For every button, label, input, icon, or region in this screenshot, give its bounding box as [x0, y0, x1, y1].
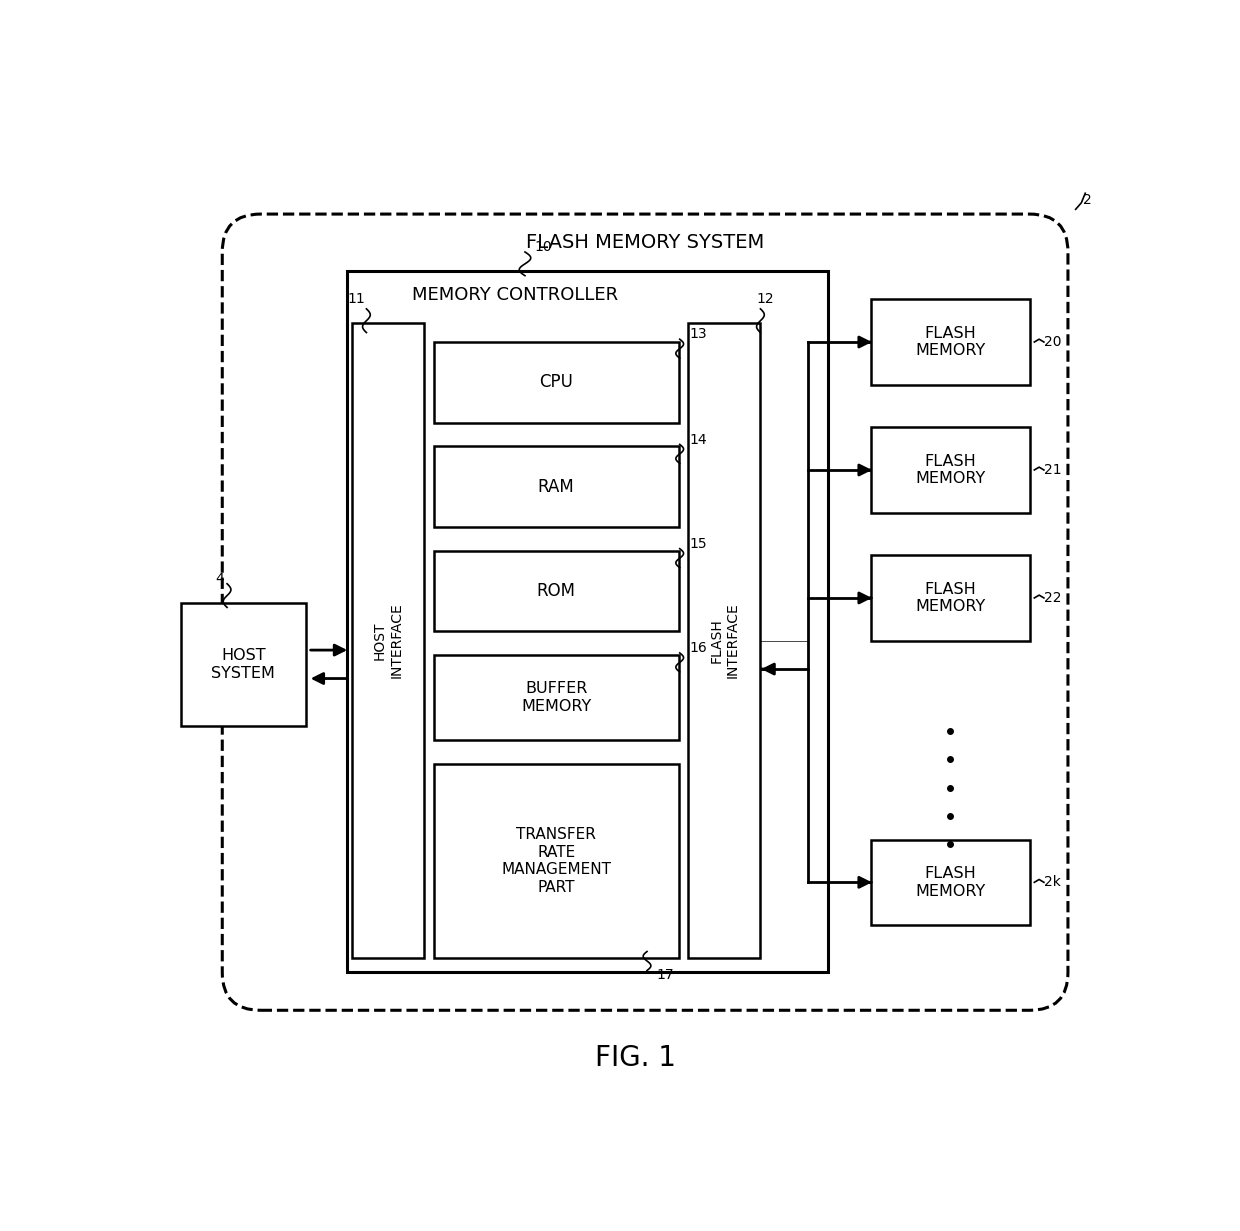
Text: RAM: RAM [538, 478, 574, 496]
Text: FLASH
MEMORY: FLASH MEMORY [915, 454, 986, 486]
Text: FLASH
MEMORY: FLASH MEMORY [915, 582, 986, 614]
Text: FIG. 1: FIG. 1 [595, 1044, 676, 1072]
Text: ROM: ROM [537, 582, 575, 599]
Text: 21: 21 [1044, 463, 1061, 476]
FancyBboxPatch shape [688, 323, 760, 958]
FancyBboxPatch shape [347, 271, 828, 972]
FancyBboxPatch shape [870, 299, 1029, 384]
FancyBboxPatch shape [434, 763, 678, 958]
Text: 17: 17 [657, 969, 675, 982]
Text: 13: 13 [689, 327, 707, 341]
Text: 15: 15 [689, 537, 707, 551]
Text: FLASH
INTERFACE: FLASH INTERFACE [709, 603, 739, 678]
Text: 2: 2 [1083, 193, 1091, 207]
Text: HOST
SYSTEM: HOST SYSTEM [212, 648, 275, 681]
Text: 14: 14 [689, 432, 707, 447]
FancyBboxPatch shape [222, 214, 1068, 1011]
Text: 4: 4 [215, 572, 223, 586]
FancyBboxPatch shape [870, 427, 1029, 512]
Text: FLASH MEMORY SYSTEM: FLASH MEMORY SYSTEM [526, 233, 764, 252]
Text: 16: 16 [689, 641, 707, 655]
Text: FLASH
MEMORY: FLASH MEMORY [915, 867, 986, 899]
FancyBboxPatch shape [870, 555, 1029, 640]
Text: TRANSFER
RATE
MANAGEMENT
PART: TRANSFER RATE MANAGEMENT PART [501, 827, 611, 895]
FancyBboxPatch shape [434, 550, 678, 632]
FancyBboxPatch shape [434, 447, 678, 527]
FancyBboxPatch shape [434, 655, 678, 740]
Text: HOST
INTERFACE: HOST INTERFACE [373, 603, 403, 678]
Text: 11: 11 [348, 293, 366, 307]
Text: 2k: 2k [1044, 875, 1060, 889]
Text: 20: 20 [1044, 335, 1061, 350]
Text: 22: 22 [1044, 591, 1061, 604]
Text: 10: 10 [534, 240, 552, 255]
Text: MEMORY CONTROLLER: MEMORY CONTROLLER [413, 286, 619, 304]
FancyBboxPatch shape [181, 603, 306, 726]
FancyBboxPatch shape [352, 323, 424, 958]
Text: FLASH
MEMORY: FLASH MEMORY [915, 326, 986, 358]
FancyBboxPatch shape [434, 342, 678, 422]
Text: CPU: CPU [539, 373, 573, 391]
Text: 12: 12 [756, 293, 774, 307]
Text: BUFFER
MEMORY: BUFFER MEMORY [521, 681, 591, 714]
FancyBboxPatch shape [870, 840, 1029, 924]
